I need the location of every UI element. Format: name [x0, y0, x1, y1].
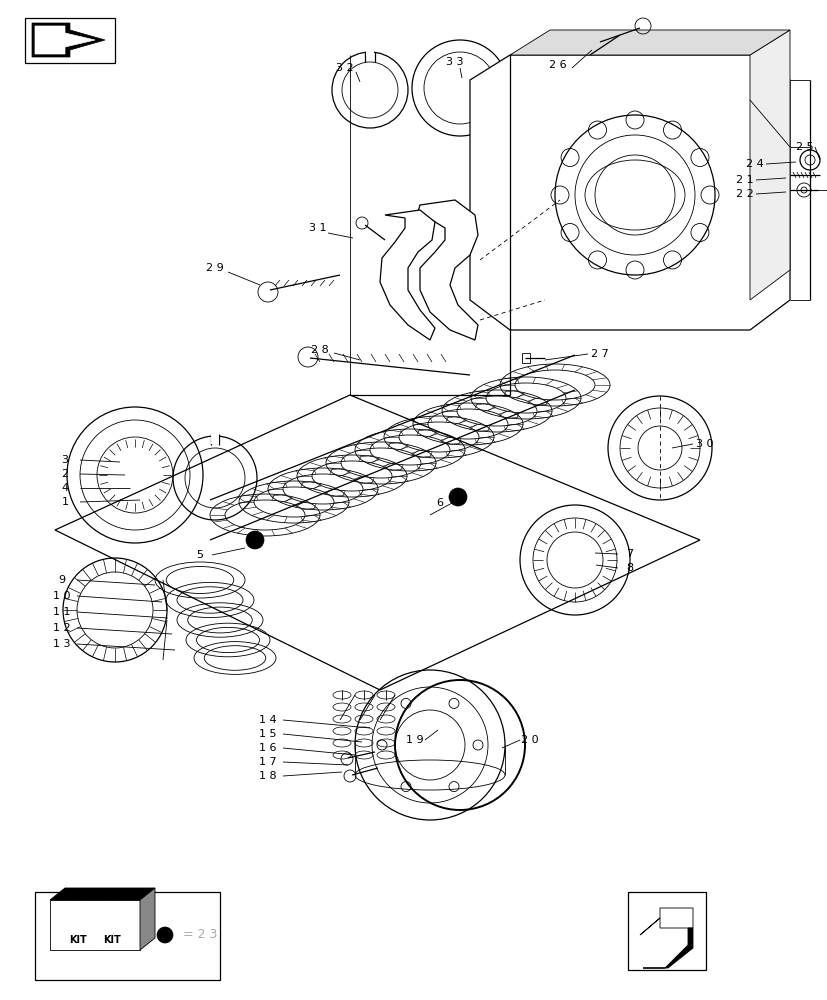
Polygon shape	[639, 908, 692, 935]
Polygon shape	[643, 928, 692, 968]
Bar	[25, 18, 115, 63]
Text: 1 3: 1 3	[53, 639, 70, 649]
Text: 7: 7	[626, 549, 633, 559]
Text: 2 1: 2 1	[735, 175, 753, 185]
Text: 3 3: 3 3	[446, 57, 463, 67]
Polygon shape	[140, 888, 155, 950]
Text: KIT: KIT	[103, 935, 121, 945]
Bar	[366, 48, 374, 56]
Polygon shape	[32, 23, 105, 57]
Text: = 2 3: = 2 3	[183, 928, 218, 941]
Text: 3 0: 3 0	[696, 439, 713, 449]
Text: 2 4: 2 4	[745, 159, 763, 169]
Text: 4: 4	[61, 483, 69, 493]
Text: 2 0: 2 0	[520, 735, 538, 745]
Polygon shape	[50, 888, 155, 900]
Text: 1 1: 1 1	[53, 607, 70, 617]
Text: 2 5: 2 5	[796, 142, 813, 152]
Text: 2 2: 2 2	[735, 189, 753, 199]
Circle shape	[448, 488, 466, 506]
Text: 2 7: 2 7	[590, 349, 608, 359]
Text: KIT: KIT	[69, 935, 87, 945]
Polygon shape	[414, 200, 477, 340]
Polygon shape	[470, 55, 789, 330]
Polygon shape	[35, 26, 95, 54]
Polygon shape	[380, 210, 434, 340]
Text: 9: 9	[59, 575, 65, 585]
Text: 5: 5	[196, 550, 203, 560]
Bar	[211, 434, 218, 444]
Polygon shape	[509, 30, 789, 55]
Text: 2 8: 2 8	[311, 345, 328, 355]
Polygon shape	[50, 900, 140, 950]
Text: 6: 6	[436, 498, 443, 508]
Text: 2: 2	[61, 469, 69, 479]
Bar	[521, 353, 529, 363]
Text: 1 9: 1 9	[406, 735, 423, 745]
Bar	[35, 892, 220, 980]
Text: 1 4: 1 4	[259, 715, 276, 725]
Bar	[627, 892, 705, 970]
Text: 2 6: 2 6	[548, 60, 566, 70]
Text: 1 8: 1 8	[259, 771, 276, 781]
Circle shape	[157, 927, 173, 943]
Text: 1 7: 1 7	[259, 757, 276, 767]
Text: 1 0: 1 0	[53, 591, 70, 601]
Text: 3 2: 3 2	[336, 63, 353, 73]
Text: 3: 3	[61, 455, 69, 465]
Text: 2 9: 2 9	[206, 263, 223, 273]
Circle shape	[246, 531, 264, 549]
Text: 1 2: 1 2	[53, 623, 71, 633]
Text: 8: 8	[626, 563, 633, 573]
Text: 3 1: 3 1	[308, 223, 327, 233]
Polygon shape	[749, 30, 789, 300]
Text: 1 5: 1 5	[259, 729, 276, 739]
Text: 1: 1	[61, 497, 69, 507]
Text: 1 6: 1 6	[259, 743, 276, 753]
